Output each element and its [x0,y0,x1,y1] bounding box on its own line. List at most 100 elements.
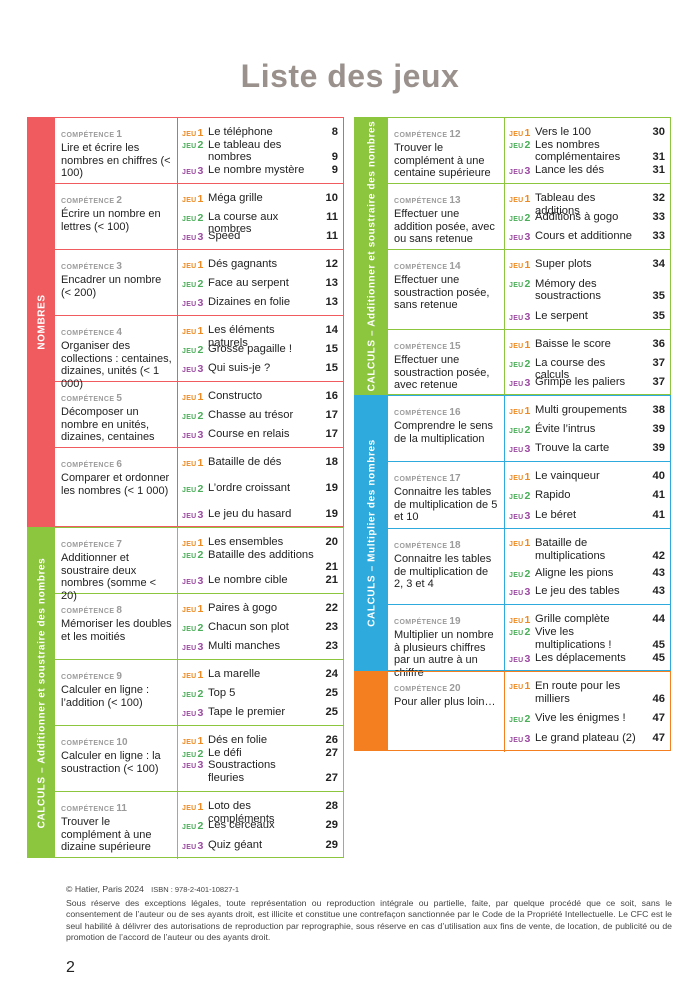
competence-number: 16 [449,407,461,418]
game-item: JEU2 Grosse pagaille ! 15 [178,343,343,356]
game-item: JEU3 Qui suis-je ? 15 [178,362,343,375]
game-name: Cours et additionne [535,229,633,242]
game-number-label: JEU3 [182,363,204,378]
game-number: 1 [197,391,204,403]
game-number: 2 [524,490,531,503]
jeu-word: JEU [509,343,524,350]
game-number: 2 [197,482,204,495]
game-name: Vers le 100 [535,126,591,138]
game-item: JEU2 L’ordre croissant 19 [178,482,343,495]
game-number-label: JEU3 [509,653,531,668]
competence-description: Écrire un nombre en lettres (< 100) [61,208,161,233]
page-number: 2 [66,959,75,976]
jeu-word: JEU [182,197,197,204]
jeu-word: JEU [509,197,524,204]
jeu-word: JEU [509,263,524,270]
games-cell: JEU1 Grille complète 44 JEU2 Vive les multip… [505,605,670,672]
game-number: 3 [524,376,531,389]
competence-description: Effectuer une soustraction posée, sans r… [394,274,490,311]
section: CALCULS – Additionner et soustraire des … [27,527,344,859]
competence-row: COMPÉTENCE 13 Effectuer une addition posée… [388,184,671,250]
game-item: JEU2 Vive les énigmes ! 47 [505,712,670,725]
game-name: L’ordre croissant [208,481,291,494]
game-item: JEU3 Cours et additionne 33 [505,230,670,243]
page-title: Liste des jeux [240,58,460,94]
games-cell: JEU1 Dés gagnants 12 JEU2 Face au serpent 13 J… [178,250,343,315]
jeu-word: JEU [182,486,197,494]
competence-description: Trouver le complément à une dizaine supé… [61,816,152,853]
game-item: JEU3 Le jeu du hasard 19 [178,508,343,521]
game-name: Le nombre cible [208,573,288,586]
jeu-word: JEU [182,824,197,832]
game-number-label: JEU3 [182,165,204,180]
competence-description: Calculer en ligne : l’addition (< 100) [61,684,150,709]
game-number: 3 [524,585,531,598]
competence-heading: COMPÉTENCE 16 [394,402,500,420]
game-number: 1 [524,680,531,692]
competence-word: COMPÉTENCE [394,619,448,626]
game-name: Le nombre mystère [208,163,305,176]
competence-number: 14 [449,261,461,272]
game-name: Qui suis-je ? [208,361,271,374]
game-item: JEU2 Le tableau des nombres 9 [178,139,343,164]
competence-cell: COMPÉTENCE 8 Mémoriser les doubles et les … [61,600,173,643]
competence-word: COMPÉTENCE [61,198,115,205]
competence-row: COMPÉTENCE 6 Comparer et ordonner les nomb… [55,448,344,528]
games-cell: JEU1 Vers le 100 30 JEU2 Les nombres complém… [505,118,670,183]
jeu-word: JEU [182,625,197,633]
section-band: CALCULS – Additionner et soustraire des … [355,118,388,394]
game-page: 29 [325,819,338,832]
game-item: JEU1 Baisse le score 36 [505,338,670,351]
games-cell: JEU1 Dés en folie 26 JEU2 Le défi 27 JEU3 Soust… [178,726,343,791]
competence-row: COMPÉTENCE 11 Trouver le complément à une … [55,792,344,859]
section: CALCULS – Multiplier des nombres COMPÉTEN… [354,395,671,679]
competence-cell: COMPÉTENCE 18 Connaitre les tables de mult… [394,535,500,591]
jeu-word: JEU [509,380,524,388]
game-number-label: JEU1 [182,391,204,406]
competence-number: 17 [449,473,461,484]
game-number-label: JEU1 [509,127,531,142]
game-item: JEU2 Les nombres complémentaires 31 [505,139,670,164]
section-band: NOMBRES [28,118,55,526]
jeu-word: JEU [182,644,197,652]
competence-number: 11 [116,803,127,814]
jeu-word: JEU [509,314,524,322]
competence-heading: COMPÉTENCE 19 [394,611,500,629]
game-number-label: JEU1 [182,735,204,750]
game-name: Constructo [208,390,263,402]
game-number-label: JEU1 [182,325,204,340]
competence-word: COMPÉTENCE [394,198,448,205]
game-page: 33 [652,210,665,223]
competence-cell: COMPÉTENCE 7 Additionner et soustraire deu… [61,534,173,602]
game-name: Lance les dés [535,163,605,176]
game-page: 29 [325,838,338,851]
jeu-word: JEU [509,475,524,482]
jeu-word: JEU [182,366,197,374]
game-name: Course en relais [208,427,290,440]
competence-number: 5 [116,393,122,404]
competence-description: Calculer en ligne : la soustraction (< 1… [61,750,161,775]
game-number: 2 [197,548,204,561]
jeu-word: JEU [182,739,197,746]
footer: © Hatier, Paris 2024 ISBN : 978-2-401-10… [66,884,672,944]
game-item: JEU3 Grimpe les paliers 37 [505,376,670,389]
competence-row: COMPÉTENCE 18 Connaitre les tables de mult… [388,529,671,605]
game-page: 45 [652,651,665,664]
competence-row: COMPÉTENCE 14 Effectuer une soustraction p… [388,250,671,330]
competence-number: 1 [116,129,122,140]
competence-heading: COMPÉTENCE 9 [61,666,173,684]
column-divider [504,605,505,672]
game-name: Le jeu des tables [535,584,620,597]
game-item: JEU1 Le vainqueur 40 [505,470,670,483]
competence-description: Lire et écrire les nombres en chiffres (… [61,142,171,179]
jeu-word: JEU [509,736,524,744]
competence-heading: COMPÉTENCE 10 [61,732,173,750]
game-number: 2 [197,138,204,151]
game-number-label: JEU3 [509,377,531,392]
game-number: 1 [197,669,204,681]
game-number-label: JEU3 [182,509,204,524]
game-number-label: JEU3 [509,733,531,748]
section: CALCULS – Additionner et soustraire des … [354,117,671,396]
footer-copyright-line: © Hatier, Paris 2024 ISBN : 978-2-401-10… [66,884,672,896]
competence-heading: COMPÉTENCE 2 [61,190,173,208]
